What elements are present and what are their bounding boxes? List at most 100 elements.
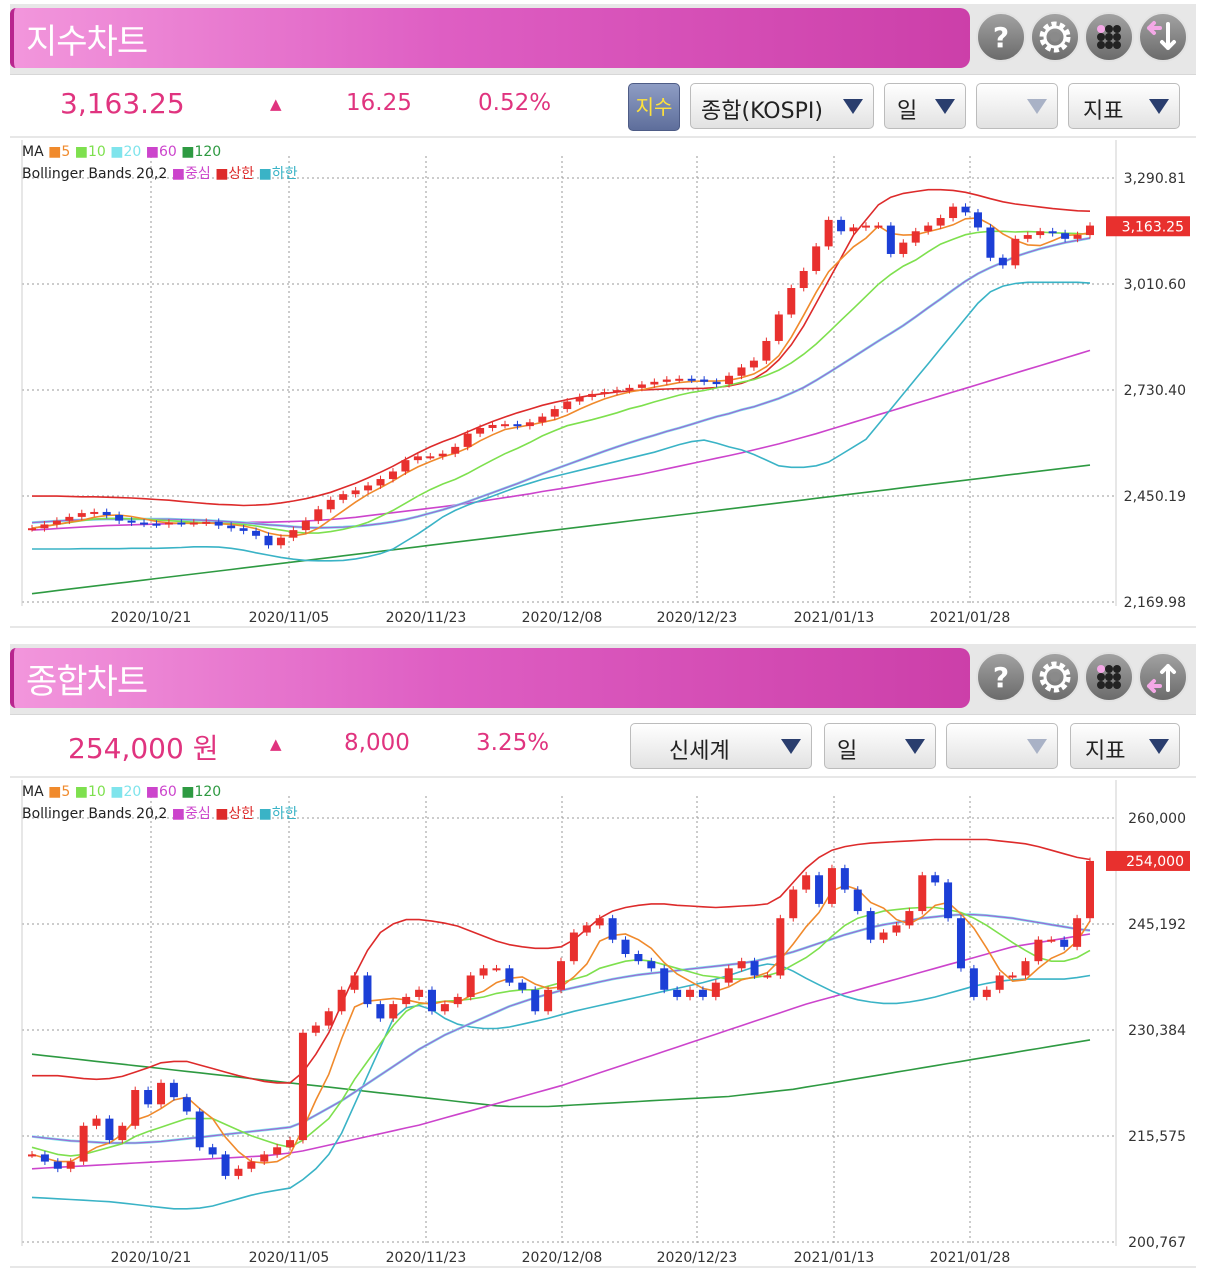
market-selector[interactable]: 종합(KOSPI) [690,83,874,129]
chevron-down-icon [1149,739,1169,754]
candle-body [840,868,849,890]
candle-body [169,1082,178,1098]
candle-body [749,360,758,368]
candle-body [1060,939,1069,947]
y-tick-label: 230,384 [1128,1023,1186,1039]
candle-body [339,494,348,500]
candle-body [750,961,759,976]
candle-body [426,456,435,459]
swap-arrows-icon[interactable] [1138,12,1188,62]
swap-arrows-icon[interactable] [1138,652,1188,702]
candle-body [762,340,771,361]
settings-gear-icon[interactable] [1030,652,1080,702]
candle-body [451,446,460,454]
stock-change-pct: 3.25% [476,730,550,756]
stock-quote-bar: 254,000 원 ▲ 8,000 3.25% 신세계 일 지표 [10,714,1196,776]
candle-body [849,227,858,232]
candle-body [918,875,927,912]
candle-body [427,989,436,1012]
candle-body [202,521,211,524]
x-tick-label: 2020/12/23 [657,610,738,626]
candle-body [389,1004,398,1019]
legend-bollinger: Bollinger Bands 20,2 ■중심 ■상한 ■하한 [22,166,298,182]
y-tick-label: 3,290.81 [1124,171,1186,187]
candle-body [1048,231,1057,234]
grid-menu-icon[interactable] [1084,12,1134,62]
stock-chart-area[interactable]: 260,000 245,192 230,384 215,575 200,767 2020/… [10,778,1196,1266]
candle-body [949,206,958,219]
indicator-selector-label: 지표 [1083,99,1124,124]
candle-body [995,975,1004,990]
candle-body [164,522,173,525]
candle-body [518,982,527,990]
x-tick-label: 2021/01/13 [794,1250,875,1266]
candle-body [660,968,669,990]
candle-body [1073,918,1082,947]
candle-body [52,520,61,525]
candle-body [115,514,124,521]
candle-body [774,314,783,341]
candle-body [569,932,578,962]
bollinger-upper-line [32,838,1091,1084]
candle-body [582,925,591,933]
candle-body [892,925,901,933]
candle-body [557,961,565,990]
y-tick-label: 200,767 [1128,1235,1186,1251]
candle-body [637,384,646,388]
y-tick-label: 260,000 [1128,811,1186,827]
candle-body [189,522,198,525]
x-tick-label: 2020/11/05 [249,610,330,626]
candle-body [961,206,970,213]
indicator-selector[interactable]: 지표 [1068,83,1180,129]
indicator-selector[interactable]: 지표 [1070,723,1180,769]
candle-body [544,989,553,1012]
candle-body [905,911,914,926]
candle-body [737,367,746,376]
candle-body [879,932,888,940]
x-tick-label: 2021/01/28 [930,1250,1011,1266]
index-chart-area[interactable]: 3,290.81 3,010.60 2,730.40 2,450.19 2,169.98… [10,138,1196,626]
help-icon[interactable]: ? [976,12,1026,62]
settings-gear-icon[interactable] [1030,12,1080,62]
candle-body [725,375,734,385]
chevron-down-icon [1027,739,1047,754]
help-icon[interactable]: ? [976,652,1026,702]
period-selector[interactable]: 일 [884,83,966,129]
candle-body [1086,860,1094,919]
index-toggle-button[interactable]: 지수 [628,83,680,131]
candle-body [286,1140,295,1148]
candle-body [438,453,447,457]
candle-body [625,387,634,391]
period-selector[interactable]: 일 [824,723,936,769]
candle-body [924,225,933,232]
stock-price: 254,000 원 [68,732,219,765]
blank-selector[interactable] [976,83,1058,129]
stock-candlestick-chart[interactable]: 260,000 245,192 230,384 215,575 200,767 2020/… [10,778,1196,1266]
candle-body [289,530,298,538]
candle-body [102,511,111,515]
candle-body [1061,233,1070,239]
bollinger-lower-line [31,963,1091,1210]
candle-body [363,975,372,1005]
candle-body [686,989,695,997]
indicator-selector-label: 지표 [1085,739,1126,764]
y-tick-label: 245,192 [1128,917,1186,933]
candle-body [227,525,236,529]
blank-selector[interactable] [946,723,1058,769]
candle-body [1036,231,1045,236]
candle-body [65,516,74,521]
stock-selector[interactable]: 신세계 [630,723,812,769]
y-tick-label: 2,169.98 [1124,595,1186,611]
candle-body [127,520,136,523]
x-tick-label: 2020/11/05 [249,1250,330,1266]
candle-body [264,535,273,546]
candle-body [1021,961,1030,976]
candle-body [221,1154,230,1176]
index-candlestick-chart[interactable]: 3,290.81 3,010.60 2,730.40 2,450.19 2,169.98… [10,138,1196,626]
y-tick-label: 2,730.40 [1124,383,1186,399]
index-price: 3,163.25 [60,87,185,120]
stock-chart-panel: 종합차트 ? 254,000 원 ▲ 8,000 3.25% 신세계 일 [10,644,1196,1268]
candle-body [853,889,862,912]
legend-ma: MA ■5 ■10 ■20 ■60 ■120 [22,784,221,800]
grid-menu-icon[interactable] [1084,652,1134,702]
